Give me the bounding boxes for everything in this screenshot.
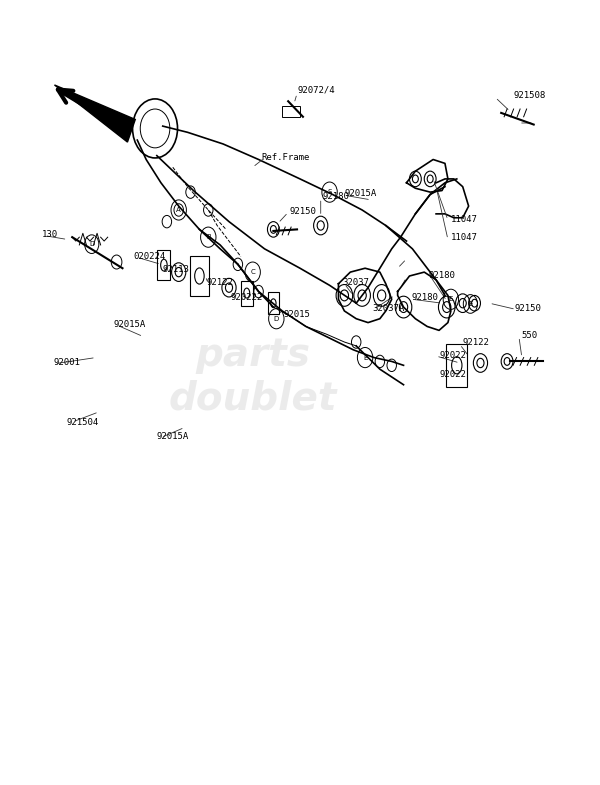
- Text: S: S: [328, 189, 332, 195]
- Text: 92015A: 92015A: [113, 319, 146, 329]
- Bar: [282, 106, 300, 117]
- Text: 92150: 92150: [289, 207, 316, 216]
- Text: 32037A: 32037A: [373, 304, 405, 313]
- Bar: [241, 281, 253, 305]
- Text: 92022: 92022: [439, 351, 466, 360]
- Text: 92001: 92001: [53, 359, 80, 367]
- Text: 32037: 32037: [343, 279, 370, 287]
- Text: 92022: 92022: [439, 371, 466, 379]
- Text: 92072/4: 92072/4: [297, 86, 335, 95]
- Text: 11047: 11047: [451, 215, 478, 224]
- Text: D: D: [89, 241, 94, 247]
- Bar: [190, 256, 209, 296]
- Text: A: A: [176, 207, 181, 213]
- Text: 92113: 92113: [163, 265, 190, 274]
- Text: 92180: 92180: [322, 192, 349, 201]
- Text: 020224: 020224: [133, 252, 166, 261]
- Text: 550: 550: [522, 330, 538, 340]
- Text: E: E: [449, 296, 453, 302]
- Text: 92015A: 92015A: [344, 189, 377, 198]
- Text: E: E: [363, 355, 367, 360]
- Text: 92180: 92180: [429, 271, 456, 279]
- Text: 92015A: 92015A: [157, 433, 189, 441]
- Text: 921508: 921508: [513, 91, 545, 100]
- Bar: [268, 292, 279, 314]
- Text: 92122: 92122: [463, 338, 490, 346]
- Text: parts
doublet: parts doublet: [169, 336, 337, 418]
- Text: 92180: 92180: [411, 294, 438, 302]
- Text: 11047: 11047: [451, 233, 478, 243]
- Text: E: E: [468, 301, 473, 307]
- Bar: [446, 344, 467, 387]
- Text: 921504: 921504: [66, 418, 98, 426]
- Text: B: B: [206, 234, 211, 240]
- Text: 130: 130: [41, 230, 58, 239]
- Text: 92015: 92015: [283, 309, 310, 319]
- Text: 92122: 92122: [206, 278, 233, 287]
- Bar: [157, 250, 170, 280]
- Text: C: C: [250, 269, 255, 275]
- Text: 92150: 92150: [514, 304, 541, 313]
- Polygon shape: [55, 85, 135, 142]
- Text: D: D: [274, 316, 279, 322]
- Text: 920222: 920222: [230, 294, 262, 302]
- Text: Ref.Frame: Ref.Frame: [262, 152, 310, 162]
